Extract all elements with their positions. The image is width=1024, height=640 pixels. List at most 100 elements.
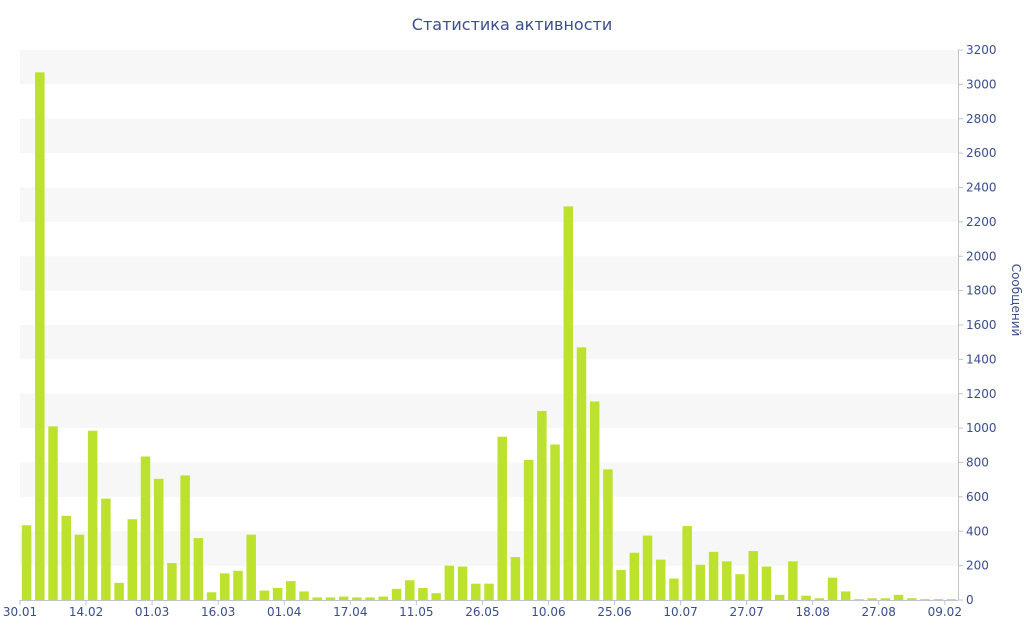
- bar: [748, 551, 758, 600]
- y-tick-label: 400: [966, 524, 989, 538]
- y-tick-label: 2000: [966, 249, 997, 263]
- bar: [21, 525, 32, 600]
- grid-band: [20, 256, 958, 291]
- bar: [589, 401, 600, 600]
- grid-band: [20, 118, 958, 154]
- x-tick-label: 16.03: [201, 605, 235, 619]
- bar: [801, 595, 811, 600]
- bar: [48, 426, 58, 600]
- x-tick-label: 30.01: [3, 605, 37, 619]
- bar: [893, 594, 904, 600]
- bar: [404, 580, 415, 600]
- x-tick-label: 11.05: [399, 605, 433, 619]
- bar: [840, 591, 851, 600]
- bar: [814, 598, 825, 600]
- bar: [695, 564, 706, 600]
- bar: [735, 574, 745, 600]
- bar: [523, 459, 534, 600]
- bar: [74, 534, 85, 600]
- y-axis-title: Сообщений: [1009, 264, 1023, 337]
- x-tick-label: 10.07: [663, 605, 697, 619]
- bar: [867, 598, 877, 600]
- bar: [708, 551, 719, 601]
- bar: [140, 456, 151, 600]
- x-tick-label: 17.04: [333, 605, 367, 619]
- bar: [946, 599, 957, 600]
- bar: [788, 561, 798, 600]
- bar: [246, 534, 256, 600]
- bar: [272, 587, 283, 600]
- bar: [484, 583, 494, 600]
- bar: [114, 582, 124, 600]
- bar: [774, 594, 785, 600]
- x-tick-label: 27.07: [729, 605, 763, 619]
- bar: [444, 565, 455, 601]
- bar: [391, 588, 402, 600]
- bar: [338, 596, 349, 600]
- bar: [722, 561, 732, 600]
- bar: [206, 592, 217, 600]
- bar: [576, 347, 587, 600]
- bar: [550, 444, 560, 600]
- y-tick-label: 3000: [966, 77, 997, 91]
- y-tick-label: 200: [966, 559, 989, 573]
- bar: [629, 552, 640, 600]
- bar: [35, 72, 45, 601]
- bar: [920, 599, 930, 600]
- grid-band: [20, 50, 958, 85]
- bar: [153, 478, 164, 600]
- x-tick-label: 10.06: [531, 605, 565, 619]
- grid-band: [20, 462, 958, 497]
- bar: [642, 535, 653, 600]
- bar: [669, 578, 679, 600]
- y-tick-label: 2200: [966, 215, 997, 229]
- y-tick-label: 1400: [966, 352, 997, 366]
- bar: [761, 566, 772, 600]
- x-tick-label: 01.03: [135, 605, 169, 619]
- y-tick-label: 1800: [966, 284, 997, 298]
- bar: [510, 557, 521, 600]
- y-tick-label: 1200: [966, 387, 997, 401]
- x-tick-label: 18.08: [795, 605, 829, 619]
- bar: [827, 577, 838, 600]
- y-tick-label: 2600: [966, 146, 997, 160]
- bar: [127, 519, 138, 600]
- bar: [167, 563, 177, 600]
- bar: [325, 597, 336, 600]
- y-tick-label: 2800: [966, 112, 997, 126]
- x-tick-label: 14.02: [69, 605, 103, 619]
- bar: [286, 581, 296, 600]
- bar: [101, 498, 111, 600]
- y-tick-label: 0: [966, 593, 974, 607]
- bar: [457, 566, 468, 600]
- grid-band: [20, 325, 958, 360]
- bar: [537, 410, 547, 600]
- bar: [418, 587, 428, 600]
- bar: [220, 573, 230, 600]
- x-tick-label: 01.04: [267, 605, 301, 619]
- bar: [933, 599, 943, 600]
- bar: [471, 583, 481, 600]
- x-tick-label: 26.05: [465, 605, 499, 619]
- bar: [365, 597, 375, 600]
- bar: [87, 430, 98, 600]
- y-tick-label: 1600: [966, 318, 997, 332]
- bar: [603, 469, 613, 601]
- bar: [616, 569, 626, 600]
- bar: [233, 570, 243, 600]
- bar: [563, 206, 574, 600]
- bar: [378, 596, 389, 600]
- bar: [259, 590, 270, 600]
- bar: [180, 475, 190, 600]
- grid-band: [20, 531, 958, 566]
- bar: [431, 593, 441, 601]
- bar: [907, 598, 917, 600]
- y-tick-label: 1000: [966, 421, 997, 435]
- y-tick-label: 800: [966, 456, 989, 470]
- bar: [312, 597, 323, 600]
- y-tick-label: 2400: [966, 181, 997, 195]
- y-tick-label: 600: [966, 490, 989, 504]
- chart-title: Статистика активности: [411, 15, 613, 34]
- bar: [854, 599, 864, 600]
